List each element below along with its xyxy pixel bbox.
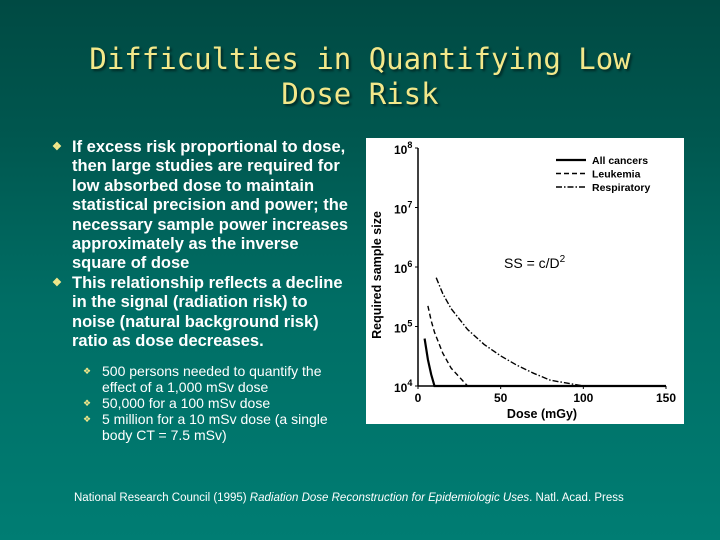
slide-title-line1: Difficulties in Quantifying Low bbox=[89, 42, 631, 76]
diamond-bullet-icon: ❖ bbox=[52, 141, 62, 153]
diamond-bullet-icon: ❖ bbox=[83, 398, 92, 408]
x-tick-label: 0 bbox=[415, 391, 422, 405]
bullet-item: ❖ This relationship reflects a decline i… bbox=[52, 274, 352, 352]
main-bullet-list: ❖ If excess risk proportional to dose, t… bbox=[52, 138, 352, 351]
reference-citation: National Research Council (1995) Radiati… bbox=[74, 492, 694, 504]
sub-bullet-text: 5 million for a 10 mSv dose (a single bo… bbox=[102, 411, 328, 443]
y-tick-base: 10 bbox=[394, 203, 408, 217]
reference-title: Radiation Dose Reconstruction for Epidem… bbox=[249, 492, 530, 504]
y-tick-exponent: 6 bbox=[407, 259, 412, 269]
sample-size-chart: 104 105 106 107 108 0 50 100 150 Dose (mGy) Requir… bbox=[366, 138, 684, 424]
sub-bullet-text: 50,000 for a 100 mSv dose bbox=[102, 395, 271, 411]
y-tick-base: 10 bbox=[394, 381, 408, 395]
bullet-text: This relationship reflects a decline in … bbox=[72, 273, 343, 351]
x-tick-label: 50 bbox=[494, 391, 508, 405]
x-tick-label: 100 bbox=[573, 391, 593, 405]
slide-title-line2: Dose Risk bbox=[281, 77, 439, 111]
legend-label: Leukemia bbox=[592, 169, 641, 181]
y-tick-exponent: 8 bbox=[407, 140, 412, 150]
formula-annotation: SS = c/D2 bbox=[504, 254, 566, 271]
sub-bullet-item: ❖ 5 million for a 10 mSv dose (a single … bbox=[83, 411, 343, 443]
y-tick-exponent: 7 bbox=[407, 200, 412, 210]
diamond-bullet-icon: ❖ bbox=[83, 366, 92, 376]
y-tick-label: 107 bbox=[394, 200, 412, 217]
y-tick-exponent: 4 bbox=[407, 378, 412, 388]
legend-label: Respiratory bbox=[592, 182, 651, 194]
sub-bullet-item: ❖ 50,000 for a 100 mSv dose bbox=[83, 395, 343, 411]
y-axis-label: Required sample size bbox=[370, 211, 384, 339]
series-line-respiratory bbox=[435, 277, 666, 387]
slide-title: Difficulties in Quantifying Low Dose Ris… bbox=[40, 42, 680, 112]
x-axis-label: Dose (mGy) bbox=[507, 407, 577, 421]
series-line-leukemia bbox=[427, 305, 666, 387]
legend-label: All cancers bbox=[592, 155, 648, 167]
y-tick-label: 104 bbox=[394, 378, 412, 395]
diamond-bullet-icon: ❖ bbox=[52, 276, 62, 289]
reference-publisher: . Natl. Acad. Press bbox=[529, 492, 624, 504]
formula-text: SS = c/D bbox=[504, 255, 560, 271]
y-tick-base: 10 bbox=[394, 143, 408, 157]
x-tick-label: 150 bbox=[656, 391, 676, 405]
formula-exponent: 2 bbox=[560, 254, 566, 265]
y-tick-label: 105 bbox=[394, 319, 412, 336]
sub-bullet-item: ❖ 500 persons needed to quantify the eff… bbox=[83, 363, 343, 395]
bullet-text: If excess risk proportional to dose, the… bbox=[72, 138, 349, 273]
sub-bullet-text: 500 persons needed to quantify the effec… bbox=[102, 363, 322, 395]
y-tick-exponent: 5 bbox=[407, 319, 412, 329]
y-tick-base: 10 bbox=[394, 262, 408, 276]
diamond-bullet-icon: ❖ bbox=[83, 414, 92, 424]
reference-text: National Research Council (1995) bbox=[74, 492, 250, 504]
bullet-item: ❖ If excess risk proportional to dose, t… bbox=[52, 138, 352, 274]
y-tick-base: 10 bbox=[394, 322, 408, 336]
y-tick-label: 108 bbox=[394, 140, 412, 157]
y-tick-label: 106 bbox=[394, 259, 412, 276]
sub-bullet-list: ❖ 500 persons needed to quantify the eff… bbox=[83, 363, 343, 443]
